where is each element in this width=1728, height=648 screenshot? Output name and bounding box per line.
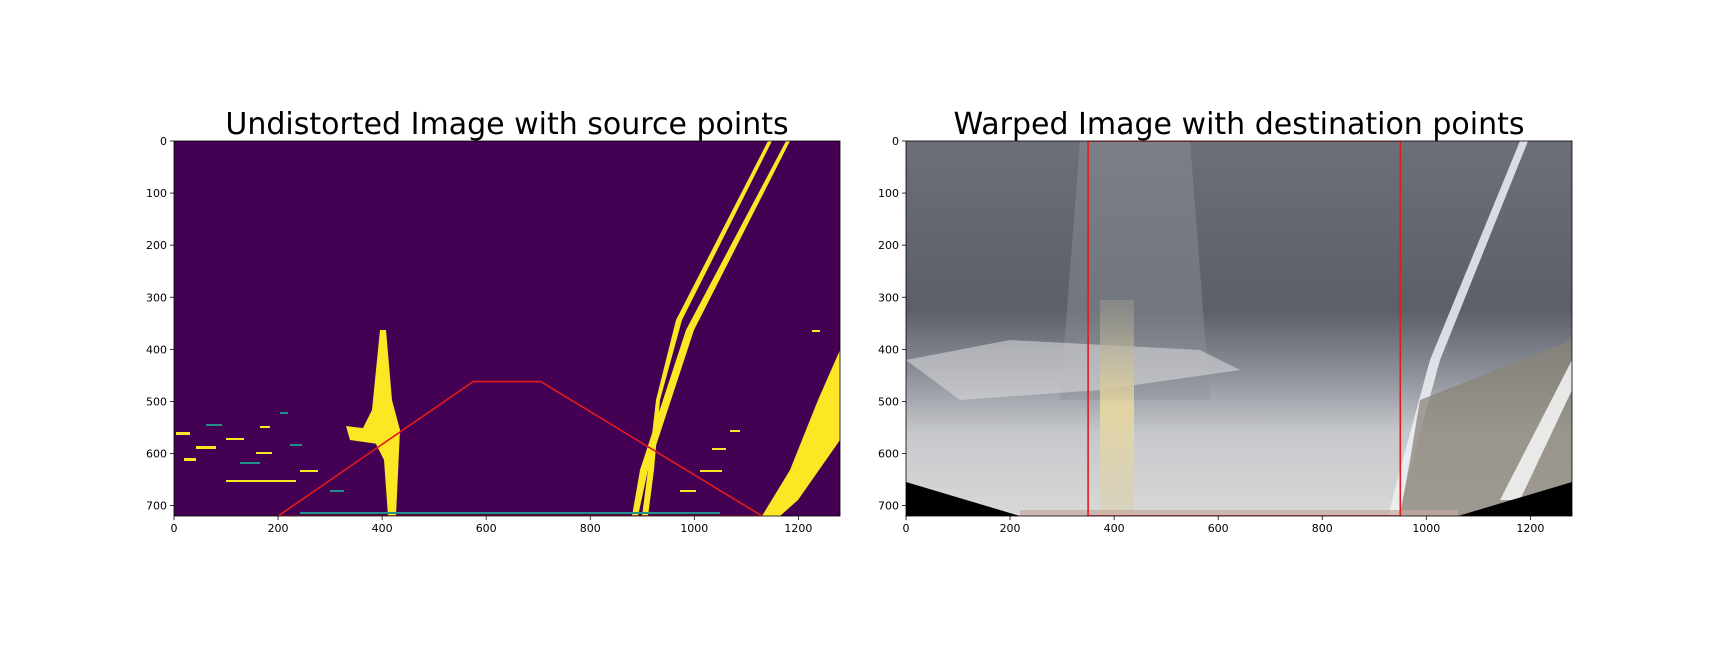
- left-object-base: [346, 426, 378, 444]
- y-tick-label: 0: [892, 135, 899, 148]
- panel-dest-axes: 0 200 400 600 800 1000 1200 0 100 200 300 400 500 600…: [878, 135, 1544, 535]
- panel-dest-title: Warped Image with destination points: [954, 107, 1525, 142]
- y-tick-label: 400: [146, 343, 167, 356]
- panel-source-image: [174, 141, 840, 516]
- left-noise: [176, 426, 318, 482]
- y-tick-label: 700: [878, 500, 899, 513]
- y-tick-label: 700: [146, 500, 167, 513]
- y-tick-label: 100: [146, 187, 167, 200]
- right-noise: [680, 330, 820, 492]
- x-tick-label: 200: [1000, 522, 1021, 535]
- warped-corner-right: [1458, 482, 1572, 516]
- warped-right-stripe: [1500, 360, 1572, 500]
- source-points-polygon: [277, 380, 764, 516]
- x-tick-label: 600: [476, 522, 497, 535]
- y-tick-label: 0: [160, 135, 167, 148]
- x-tick-label: 0: [903, 522, 910, 535]
- right-road-edge: [762, 350, 840, 516]
- x-tick-label: 400: [372, 522, 393, 535]
- x-tick-label: 200: [268, 522, 289, 535]
- x-tick-label: 800: [1312, 522, 1333, 535]
- y-tick-label: 500: [878, 395, 899, 408]
- warped-bottom-strip: [1020, 510, 1458, 516]
- y-tick-label: 100: [878, 187, 899, 200]
- y-tick-label: 400: [878, 343, 899, 356]
- bottom-strip: [300, 512, 720, 514]
- panel-dest-image: [906, 141, 1572, 516]
- panel-source: Undistorted Image with source points: [146, 107, 841, 535]
- x-tick-label: 400: [1104, 522, 1125, 535]
- y-tick-label: 200: [878, 239, 899, 252]
- panel-source-axes: 0 200 400 600 800 1000 1200 0 100 200 300 400 500 600…: [146, 135, 812, 535]
- x-tick-label: 1000: [680, 522, 708, 535]
- panel-source-frame: [173, 140, 841, 517]
- x-tick-label: 800: [580, 522, 601, 535]
- x-tick-label: 1200: [784, 522, 812, 535]
- y-tick-label: 600: [146, 448, 167, 461]
- warped-left-lane: [1100, 300, 1134, 516]
- x-tick-label: 1000: [1412, 522, 1440, 535]
- y-tick-label: 500: [146, 395, 167, 408]
- warped-haze: [1060, 141, 1210, 400]
- x-tick-label: 1200: [1516, 522, 1544, 535]
- x-tick-label: 600: [1208, 522, 1229, 535]
- panel-dest: Warped Image with destination points 0 20…: [878, 107, 1573, 535]
- panel-dest-frame: [905, 140, 1573, 517]
- warped-cloud-band: [906, 340, 1240, 400]
- y-tick-label: 600: [878, 448, 899, 461]
- destination-points-polygon: [1087, 141, 1402, 516]
- y-tick-label: 200: [146, 239, 167, 252]
- warped-corner-left: [906, 482, 1020, 516]
- left-object: [362, 330, 400, 516]
- x-tick-label: 0: [171, 522, 178, 535]
- y-tick-label: 300: [146, 291, 167, 304]
- left-noise-teal: [206, 412, 344, 492]
- binary-background: [174, 141, 840, 516]
- y-tick-label: 300: [878, 291, 899, 304]
- panel-source-title: Undistorted Image with source points: [225, 107, 788, 142]
